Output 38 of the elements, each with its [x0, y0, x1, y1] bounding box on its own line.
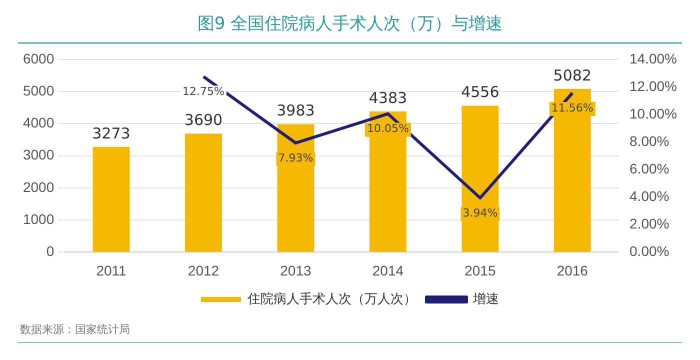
x-tick-label: 2016: [556, 262, 588, 278]
x-tick-label: 2011: [96, 262, 127, 278]
bar: [185, 134, 222, 252]
chart-title: 图9 全国住院病人手术人次（万）与增速: [196, 13, 504, 35]
x-tick-label: 2014: [372, 262, 404, 278]
y-tick-label: 4000: [22, 114, 54, 131]
y-tick-label: 1000: [22, 210, 54, 227]
y-tick-label: 3000: [22, 146, 54, 163]
y2-tick-label: 14.00%: [630, 50, 677, 66]
y-tick-label: 6000: [22, 50, 54, 66]
data-label: 3.94%: [462, 206, 498, 220]
legend-label: 住院病人手术人次（万人次）: [246, 292, 416, 307]
x-tick-label: 2013: [280, 262, 312, 278]
bar: [92, 147, 130, 252]
x-tick-label: 2012: [188, 262, 220, 278]
y2-tick-label: 0.00%: [630, 243, 670, 260]
data-label: 11.56%: [551, 101, 594, 114]
legend-label: 增速: [472, 292, 499, 307]
data-label: 12.75%: [182, 84, 224, 98]
y2-tick-label: 2.00%: [630, 216, 670, 232]
y-tick-label: 0: [46, 243, 54, 260]
y2-tick-label: 6.00%: [630, 160, 670, 176]
data-label: 3983: [276, 102, 315, 120]
data-label: 5082: [553, 66, 592, 84]
y2-tick-label: 8.00%: [630, 132, 670, 149]
y-tick-label: 5000: [22, 82, 54, 98]
x-tick-label: 2015: [464, 262, 496, 278]
data-label: 3273: [92, 124, 130, 142]
y2-tick-label: 12.00%: [630, 78, 677, 94]
y2-tick-label: 4.00%: [630, 188, 670, 204]
data-label: 4556: [461, 83, 500, 102]
y-tick-label: 2000: [22, 178, 54, 195]
y2-tick-label: 10.00%: [630, 105, 677, 122]
data-label: 10.05%: [366, 122, 409, 136]
source-note: 数据来源：国家统计局: [20, 322, 130, 337]
data-label: 7.93%: [278, 151, 314, 164]
data-label: 3690: [184, 111, 223, 130]
data-label: 4383: [368, 88, 408, 107]
